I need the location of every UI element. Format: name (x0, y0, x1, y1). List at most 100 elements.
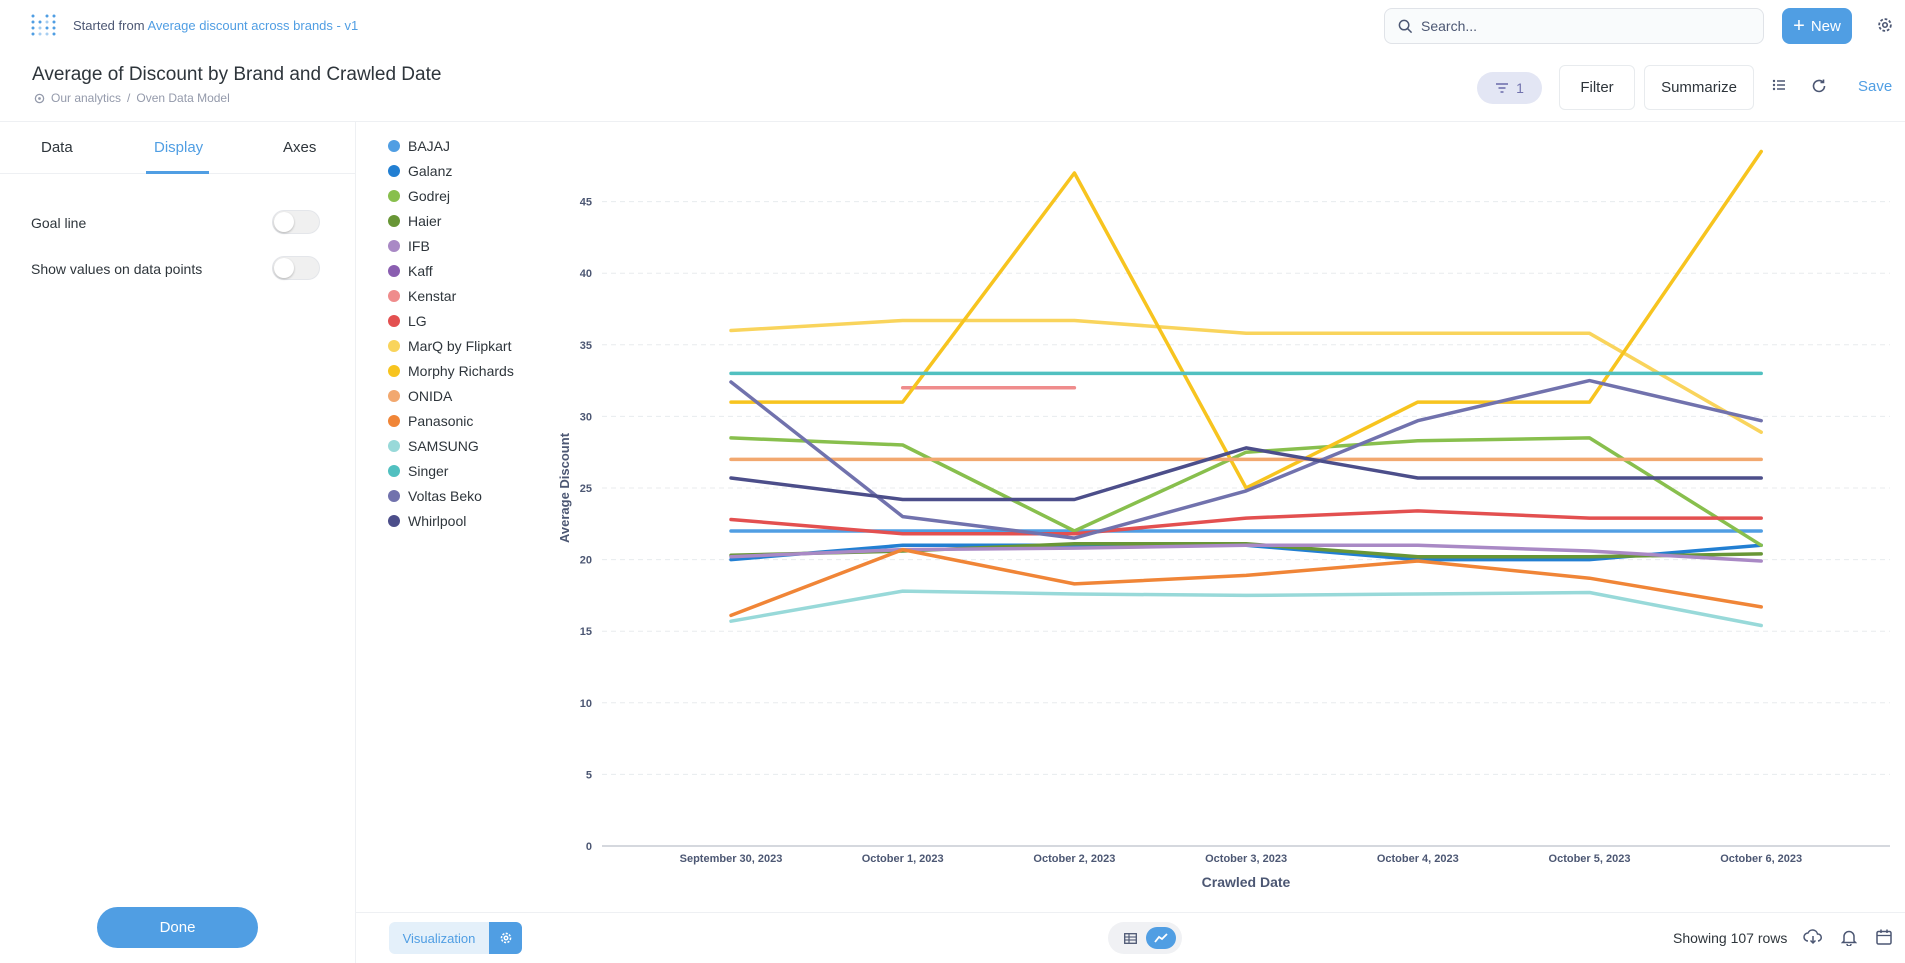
legend-label: Kaff (408, 263, 433, 279)
legend-item[interactable]: ONIDA (388, 388, 452, 404)
show-values-label: Show values on data points (31, 261, 203, 277)
new-button-label: New (1810, 17, 1841, 35)
legend-item[interactable]: Singer (388, 463, 448, 479)
show-values-toggle[interactable] (272, 256, 320, 280)
toggle-knob (274, 258, 294, 278)
y-tick-label: 45 (580, 197, 592, 209)
line-chart: 0 5 10 15 20 25 30 35 40 45 September 30, 2023 Octo… (557, 149, 1890, 890)
tab-axes[interactable]: Axes (283, 139, 317, 156)
legend-label: Singer (408, 463, 449, 479)
legend-item[interactable]: Kenstar (388, 288, 456, 304)
legend-dot (388, 490, 400, 502)
filter-button[interactable]: Filter (1559, 65, 1635, 110)
legend-item[interactable]: Kaff (388, 263, 433, 279)
y-tick-label: 10 (580, 698, 592, 710)
calendar-icon[interactable] (1876, 929, 1892, 945)
legend-label: BAJAJ (408, 138, 451, 154)
legend-item[interactable]: SAMSUNG (388, 438, 479, 454)
series-line (729, 509, 1763, 536)
visualization-settings-button[interactable] (489, 922, 522, 954)
filter-icon (1496, 83, 1509, 93)
y-tick-label: 20 (580, 555, 592, 567)
goal-line-label: Goal line (31, 215, 87, 231)
legend-item[interactable]: IFB (388, 238, 430, 254)
table-icon (1123, 932, 1137, 944)
started-from-link[interactable]: Average discount across brands - v1 (147, 18, 359, 33)
visualization-button[interactable]: Visualization (389, 922, 489, 954)
breadcrumb-collection[interactable]: Our analytics (51, 91, 122, 105)
legend-item[interactable]: Godrej (388, 188, 450, 204)
legend-item[interactable]: Galanz (388, 163, 452, 179)
x-tick-label: October 6, 2023 (1720, 853, 1802, 865)
legend-label: Whirlpool (408, 513, 467, 529)
series-line (729, 149, 1763, 490)
y-tick-label: 25 (580, 483, 592, 495)
search-icon (1398, 19, 1413, 34)
breadcrumb-model[interactable]: Oven Data Model (136, 91, 230, 105)
legend-dot (388, 440, 400, 452)
search-input[interactable]: Search... (1384, 8, 1764, 44)
notebook-list-icon[interactable] (1772, 78, 1786, 92)
goal-line-toggle[interactable] (272, 210, 320, 234)
done-button[interactable]: Done (97, 907, 258, 948)
legend-label: ONIDA (408, 388, 453, 404)
legend-label: Voltas Beko (408, 488, 482, 504)
legend-item[interactable]: MarQ by Flipkart (388, 338, 511, 354)
tab-data[interactable]: Data (41, 139, 73, 156)
legend-label: LG (408, 313, 427, 329)
download-icon[interactable] (1803, 929, 1823, 945)
collection-icon (34, 93, 45, 103)
metabase-logo-icon[interactable] (30, 13, 58, 39)
settings-sidebar: Data Display Axes Goal line Show values … (0, 122, 356, 963)
refresh-icon[interactable] (1811, 78, 1827, 94)
y-tick-label: 5 (586, 769, 592, 781)
bell-icon[interactable] (1841, 929, 1857, 946)
legend-dot (388, 190, 400, 202)
save-button[interactable]: Save (1858, 78, 1893, 95)
gear-icon (500, 932, 511, 944)
y-tick-label: 30 (580, 411, 592, 423)
search-placeholder: Search... (1421, 18, 1478, 34)
settings-tabs: Data Display Axes (0, 122, 355, 174)
legend-dot (388, 390, 400, 402)
x-axis-title: Crawled Date (1202, 874, 1291, 890)
header-divider (0, 121, 1905, 122)
legend-item[interactable]: Whirlpool (388, 513, 466, 529)
x-tick-label: September 30, 2023 (680, 853, 783, 865)
legend-item[interactable]: Haier (388, 213, 441, 229)
series-line (729, 547, 1763, 618)
table-view-toggle[interactable] (1117, 928, 1143, 948)
x-tick-label: October 5, 2023 (1549, 853, 1631, 865)
filter-count: 1 (1516, 80, 1524, 96)
new-button[interactable]: + New (1782, 8, 1852, 44)
summarize-button[interactable]: Summarize (1644, 65, 1754, 110)
legend-label: SAMSUNG (408, 438, 479, 454)
legend-item[interactable]: LG (388, 313, 427, 329)
footer-divider (356, 912, 1905, 913)
y-tick-label: 40 (580, 268, 592, 280)
legend-dot (388, 165, 400, 177)
toggle-knob (274, 212, 294, 232)
series-line (729, 446, 1763, 502)
y-tick-label: 35 (580, 340, 592, 352)
legend-dot (388, 365, 400, 377)
view-toggle (1108, 922, 1182, 954)
top-bar: Started from Average discount across bra… (0, 0, 1905, 52)
legend-item[interactable]: Panasonic (388, 413, 473, 429)
legend-item[interactable]: Voltas Beko (388, 488, 482, 504)
legend-label: MarQ by Flipkart (408, 338, 512, 354)
legend-item[interactable]: Morphy Richards (388, 363, 514, 379)
legend-label: Morphy Richards (408, 363, 514, 379)
y-tick-label: 15 (580, 626, 592, 638)
filter-count-pill[interactable]: 1 (1477, 72, 1542, 104)
gear-icon[interactable] (1876, 16, 1894, 34)
legend-dot (388, 215, 400, 227)
legend-dot (388, 140, 400, 152)
legend-dot (388, 240, 400, 252)
legend-dot (388, 315, 400, 327)
chart-view-toggle[interactable] (1146, 927, 1176, 949)
tab-display[interactable]: Display (154, 139, 204, 156)
legend-item[interactable]: BAJAJ (388, 138, 450, 154)
y-tick-label: 0 (586, 841, 592, 853)
series-line (729, 589, 1763, 628)
